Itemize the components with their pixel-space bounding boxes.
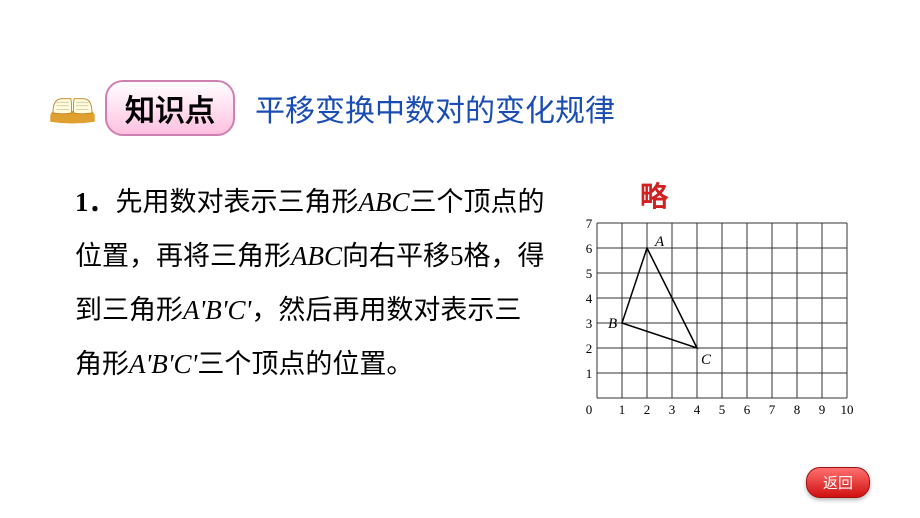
answer-label: 略: [640, 175, 668, 215]
svg-text:5: 5: [586, 266, 593, 281]
svg-text:2: 2: [644, 402, 651, 417]
svg-text:B: B: [608, 316, 617, 332]
svg-text:6: 6: [586, 241, 593, 256]
svg-text:A: A: [654, 234, 665, 250]
svg-text:1: 1: [619, 402, 626, 417]
svg-text:3: 3: [669, 402, 676, 417]
svg-text:1: 1: [586, 366, 593, 381]
grid-chart: 1 2 3 4 5 6 7 8 9 10 1 2 3 4 5 6 7 0 A B C: [575, 215, 865, 435]
svg-text:10: 10: [841, 402, 854, 417]
svg-text:7: 7: [586, 216, 593, 231]
header-subtitle: 平移变换中数对的变化规律: [255, 86, 615, 130]
svg-text:9: 9: [819, 402, 826, 417]
svg-text:4: 4: [586, 291, 593, 306]
svg-text:6: 6: [744, 402, 751, 417]
svg-text:5: 5: [719, 402, 726, 417]
svg-text:0: 0: [586, 402, 593, 417]
svg-text:7: 7: [769, 402, 776, 417]
book-icon: [45, 88, 100, 128]
svg-text:4: 4: [694, 402, 701, 417]
svg-text:C: C: [701, 352, 712, 368]
svg-text:2: 2: [586, 341, 593, 356]
back-button[interactable]: 返回: [806, 467, 870, 498]
svg-text:3: 3: [586, 316, 593, 331]
knowledge-point-label: 知识点: [105, 80, 235, 136]
svg-text:8: 8: [794, 402, 801, 417]
question-number: 1．: [75, 187, 116, 217]
question-text: 1．先用数对表示三角形ABC三个顶点的位置，再将三角形ABC向右平移5格，得到三…: [75, 175, 545, 391]
